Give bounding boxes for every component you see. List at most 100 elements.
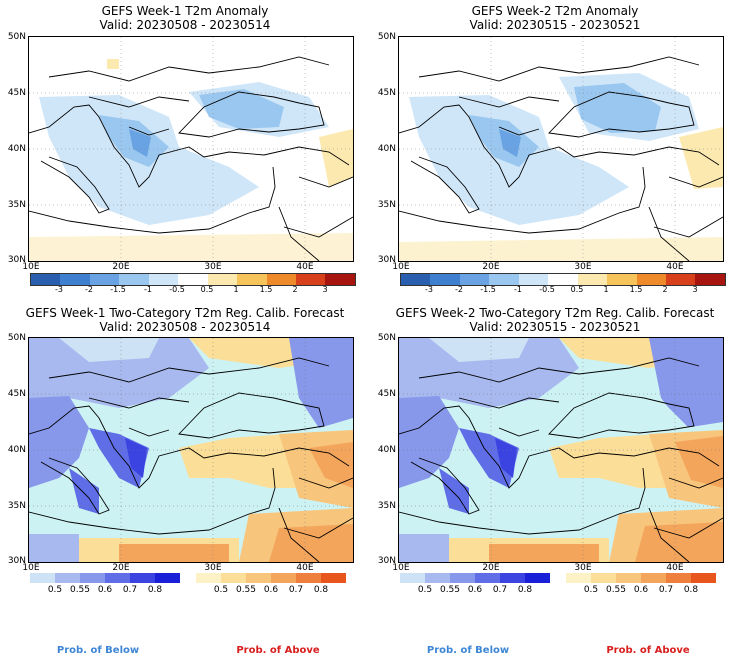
colorbar-label: -2 (85, 285, 93, 294)
prob-below-label: 0.5 (417, 585, 433, 595)
colorbar-label: -0.5 (539, 285, 555, 294)
colorbar-label: 3 (322, 285, 328, 294)
panel-week2-anomaly: GEFS Week-2 T2m Anomaly Valid: 20230515 … (370, 0, 740, 300)
probability-map (398, 337, 724, 563)
lon-label: 30E (204, 262, 222, 272)
panel-title: GEFS Week-2 Two-Category T2m Reg. Calib.… (395, 306, 715, 320)
prob-above-label: 0.5 (213, 585, 229, 595)
colorbar-label: -3 (55, 285, 63, 294)
panel-title: GEFS Week-1 Two-Category T2m Reg. Calib.… (25, 306, 345, 320)
probability-map (28, 337, 354, 563)
colorbar-label: 2 (292, 285, 298, 294)
lat-label: 30N (7, 255, 26, 265)
prob-below-label: 0.6 (97, 585, 113, 595)
colorbar-label: 0.5 (570, 285, 584, 294)
prob-below-label: 0.8 (517, 585, 533, 595)
prob-below-caption: Prob. of Below (56, 645, 140, 656)
lat-label: 35N (377, 501, 396, 511)
lon-label: 20E (482, 262, 500, 272)
panel-valid-dates: Valid: 20230515 - 20230521 (469, 320, 641, 334)
lat-label: 50N (377, 333, 396, 343)
anomaly-map (28, 36, 354, 262)
lat-label: 40N (377, 144, 396, 154)
lon-label: 20E (112, 262, 130, 272)
prob-above-colorbar (196, 573, 346, 583)
panel-title: GEFS Week-1 T2m Anomaly (101, 4, 269, 18)
lon-label: 30E (204, 563, 222, 573)
prob-above-caption: Prob. of Above (606, 645, 690, 656)
lon-label: 30E (574, 563, 592, 573)
lat-label: 30N (7, 556, 26, 566)
anomaly-colorbar (400, 273, 726, 286)
prob-above-label: 0.8 (683, 585, 699, 595)
lat-label: 35N (377, 200, 396, 210)
prob-above-colorbar (566, 573, 716, 583)
lon-label: 40E (296, 262, 314, 272)
lat-label: 50N (377, 32, 396, 42)
lon-label: 40E (296, 563, 314, 573)
prob-below-colorbar (400, 573, 550, 583)
lat-label: 40N (7, 144, 26, 154)
colorbar-label: 0.5 (200, 285, 214, 294)
lat-label: 35N (7, 501, 26, 511)
colorbar-label: -1.5 (110, 285, 126, 294)
colorbar-label: -3 (425, 285, 433, 294)
colorbar-label: -1 (144, 285, 152, 294)
lon-label: 10E (392, 563, 410, 573)
prob-above-label: 0.7 (658, 585, 674, 595)
colorbar-label: 2 (662, 285, 668, 294)
lat-label: 35N (7, 200, 26, 210)
prob-below-label: 0.55 (439, 585, 461, 595)
colorbar-label: -2 (455, 285, 463, 294)
colorbar-label: -1.5 (480, 285, 496, 294)
prob-above-label: 0.5 (583, 585, 599, 595)
prob-above-label: 0.55 (235, 585, 257, 595)
lon-label: 10E (392, 262, 410, 272)
colorbar-label: -1 (514, 285, 522, 294)
lon-label: 10E (22, 563, 40, 573)
panel-valid-dates: Valid: 20230508 - 20230514 (99, 18, 271, 32)
lat-label: 30N (377, 556, 396, 566)
prob-below-label: 0.7 (492, 585, 508, 595)
lon-label: 30E (574, 262, 592, 272)
panel-title: GEFS Week-2 T2m Anomaly (471, 4, 639, 18)
panel-week2-probability: GEFS Week-2 Two-Category T2m Reg. Calib.… (370, 300, 740, 662)
lon-label: 20E (482, 563, 500, 573)
lon-label: 10E (22, 262, 40, 272)
lon-label: 40E (666, 262, 684, 272)
lat-label: 45N (377, 88, 396, 98)
panel-week1-probability: GEFS Week-1 Two-Category T2m Reg. Calib.… (0, 300, 370, 662)
prob-above-label: 0.7 (288, 585, 304, 595)
lat-label: 45N (7, 389, 26, 399)
lat-label: 40N (7, 445, 26, 455)
panel-valid-dates: Valid: 20230508 - 20230514 (99, 320, 271, 334)
prob-above-label: 0.55 (605, 585, 627, 595)
prob-below-label: 0.55 (69, 585, 91, 595)
lat-label: 40N (377, 445, 396, 455)
prob-below-label: 0.6 (467, 585, 483, 595)
prob-above-label: 0.6 (263, 585, 279, 595)
prob-below-label: 0.7 (122, 585, 138, 595)
lat-label: 50N (7, 32, 26, 42)
prob-above-label: 0.6 (633, 585, 649, 595)
colorbar-label: 3 (692, 285, 698, 294)
lat-label: 45N (7, 88, 26, 98)
lon-label: 20E (112, 563, 130, 573)
colorbar-label: 1 (233, 285, 239, 294)
lon-label: 40E (666, 563, 684, 573)
prob-below-caption: Prob. of Below (426, 645, 510, 656)
prob-above-label: 0.8 (313, 585, 329, 595)
prob-above-caption: Prob. of Above (236, 645, 320, 656)
prob-below-label: 0.8 (147, 585, 163, 595)
colorbar-label: 1.5 (629, 285, 643, 294)
panel-valid-dates: Valid: 20230515 - 20230521 (469, 18, 641, 32)
panel-week1-anomaly: GEFS Week-1 T2m Anomaly Valid: 20230508 … (0, 0, 370, 300)
colorbar-label: 1 (603, 285, 609, 294)
anomaly-colorbar (30, 273, 356, 286)
lat-label: 50N (7, 333, 26, 343)
colorbar-label: -0.5 (169, 285, 185, 294)
colorbar-label: 1.5 (259, 285, 273, 294)
anomaly-map (398, 36, 724, 262)
prob-below-label: 0.5 (47, 585, 63, 595)
lat-label: 45N (377, 389, 396, 399)
